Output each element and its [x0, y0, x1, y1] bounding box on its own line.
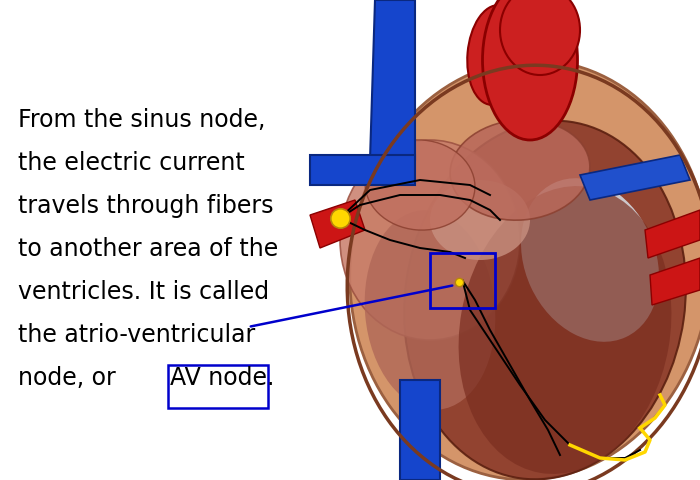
Text: node, or: node, or — [18, 366, 123, 390]
Polygon shape — [310, 200, 365, 248]
Ellipse shape — [340, 140, 520, 340]
Bar — [430, 253, 495, 308]
Ellipse shape — [430, 180, 530, 260]
Ellipse shape — [521, 178, 659, 342]
Ellipse shape — [458, 186, 671, 474]
Text: to another area of the: to another area of the — [18, 237, 279, 261]
Text: From the sinus node,: From the sinus node, — [18, 108, 265, 132]
Ellipse shape — [450, 120, 590, 220]
Ellipse shape — [404, 120, 686, 480]
Text: AV node.: AV node. — [170, 366, 274, 390]
Ellipse shape — [350, 60, 700, 480]
Bar — [168, 365, 268, 408]
Ellipse shape — [500, 0, 580, 75]
Ellipse shape — [482, 0, 578, 140]
Ellipse shape — [365, 140, 475, 230]
Text: ventricles. It is called: ventricles. It is called — [18, 280, 269, 304]
Polygon shape — [645, 210, 700, 258]
Polygon shape — [370, 0, 415, 175]
Ellipse shape — [468, 5, 523, 105]
Polygon shape — [580, 155, 690, 200]
Polygon shape — [650, 258, 700, 305]
Text: the atrio-ventricular: the atrio-ventricular — [18, 323, 255, 347]
Polygon shape — [400, 380, 440, 480]
Polygon shape — [310, 155, 415, 185]
Text: the electric current: the electric current — [18, 151, 245, 175]
Text: travels through fibers: travels through fibers — [18, 194, 274, 218]
Ellipse shape — [365, 210, 496, 410]
